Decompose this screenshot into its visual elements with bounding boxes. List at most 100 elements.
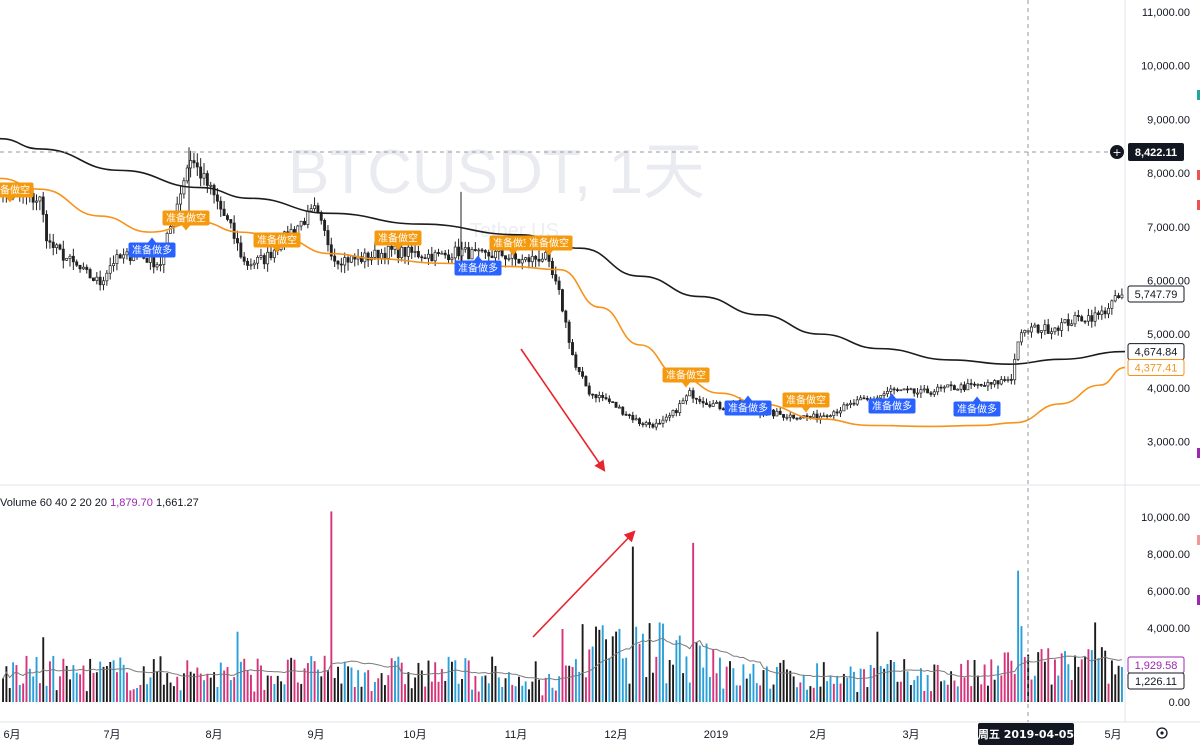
volume-bar [568,665,571,702]
candle-body [832,411,836,417]
volume-legend-value-2: 1,661.27 [156,497,199,509]
volume-bar [82,665,85,702]
candle-body [1003,379,1007,381]
volume-bar [822,662,825,702]
volume-bar [286,659,289,702]
volume-bar [85,691,88,702]
candle-body [504,255,507,260]
candle-body [862,397,866,400]
candle-body [262,255,266,265]
volume-bar [507,672,510,702]
volume-bars [2,511,1123,702]
volume-bar [350,667,353,702]
volume-bar [621,658,624,702]
volume-bar [323,655,326,702]
candle-body [1063,319,1067,324]
volume-bar [337,666,339,702]
volume-bar [973,659,976,702]
candle-body [805,415,809,418]
volume-bar [876,631,879,702]
candle-body [477,249,481,252]
candle-body [557,280,561,290]
volume-bar [340,683,343,702]
volume-bar [223,670,226,702]
volume-bar [236,631,239,702]
volume-bar [330,511,333,702]
candle-body [644,422,648,426]
candle-body [574,354,578,368]
volume-bar [983,664,986,702]
volume-bar [1054,659,1056,702]
volume-bar [12,662,15,702]
signal-badge [374,230,422,246]
volume-bar [437,681,440,702]
candle-body [879,395,883,399]
volume-bar [725,666,728,702]
volume-bar [966,660,969,702]
volume-bar [772,684,775,702]
candle-body [865,398,869,400]
candle-body [560,289,564,312]
candle-body [306,210,310,225]
candle-body [604,397,608,400]
volume-bar [1043,661,1046,702]
candle-body [1086,315,1090,322]
candle-body [199,166,203,179]
volume-bar [45,685,48,702]
candle-body [946,384,950,388]
candle-body [564,310,568,323]
candle-body [591,393,595,396]
candle-body [785,416,789,419]
volume-bar [226,667,229,702]
candle-body [772,409,775,417]
volume-bar [806,689,808,702]
candle-body [544,251,548,260]
candle-body [236,238,239,244]
volume-bar [2,678,4,702]
volume-bar [665,683,668,702]
volume-bar [662,623,664,702]
volume-bar [786,669,788,702]
volume-bar [826,681,829,702]
candle-body [808,416,812,418]
volume-bar [454,660,457,702]
volume-bar [209,677,212,702]
volume-bar [524,681,527,702]
candle-body [554,274,558,282]
candle-body [788,414,792,418]
signal-badge [489,235,537,251]
candle-body [91,277,95,281]
candle-body [494,251,497,259]
volume-bar [25,655,28,702]
volume-legend-label: Volume 60 40 2 20 20 [0,497,110,509]
volume-up-arrow [532,530,636,638]
candle-body [51,241,55,249]
price-tag-box [1127,359,1185,377]
candle-body [467,247,471,260]
volume-bar [1107,683,1110,702]
signal-pointer [744,395,752,401]
down-trend-arrow [520,348,606,472]
volume-bar [256,658,259,702]
candle-body [437,252,440,255]
candle-body [112,263,115,267]
volume-bar [682,673,685,702]
volume-bar [635,626,638,702]
candle-body [962,384,966,391]
volume-bar [474,676,477,702]
candle-body [269,251,273,259]
volume-bar [62,658,65,702]
volume-bar [953,680,956,702]
volume-bar [79,674,82,702]
volume-bar [95,672,98,702]
volume-bar [199,673,202,702]
volume-bar [126,672,128,702]
volume-bar [528,689,530,702]
candle-body [661,419,665,424]
signal-pointer [888,393,896,399]
candle-body [346,257,350,263]
volume-bar [970,686,973,702]
candle-body [979,383,983,386]
volume-bar [936,664,939,702]
